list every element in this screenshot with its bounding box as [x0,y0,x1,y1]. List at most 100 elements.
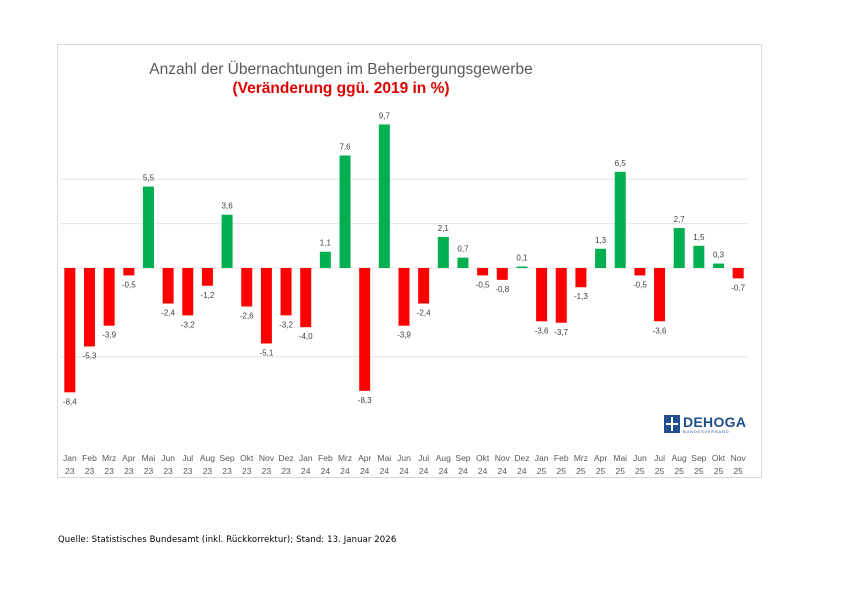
x-tick-year: 23 [85,466,95,476]
bar [713,263,725,268]
bar [437,236,449,268]
data-label: -3,6 [535,326,549,335]
x-tick-year: 24 [517,466,527,476]
data-label: -8,4 [63,397,77,406]
bar [398,268,410,326]
x-tick-month: Jun [633,453,647,463]
bar [260,268,272,344]
x-tick-year: 23 [183,466,193,476]
x-tick-month: Nov [259,453,275,463]
data-label: -3,2 [279,320,293,329]
data-label: 1,3 [595,236,607,245]
bar [162,268,174,304]
x-tick-year: 24 [478,466,488,476]
data-label: -3,2 [181,320,195,329]
x-tick-month: Okt [476,453,490,463]
x-tick-month: Sep [691,453,706,463]
bar [634,268,646,276]
data-label: -0,5 [633,280,647,289]
bar [693,245,705,268]
x-tick-year: 25 [615,466,625,476]
data-label: -5,1 [260,348,274,357]
x-tick-month: Dez [514,453,529,463]
bar [418,268,430,304]
x-tick-year: 25 [674,466,684,476]
data-label: 0,1 [516,254,528,263]
data-label: -0,5 [122,280,136,289]
x-tick-year: 25 [537,466,547,476]
bar [673,228,685,268]
data-label: 5,5 [143,174,155,183]
x-tick-month: Feb [82,453,97,463]
data-label: -3,9 [102,331,116,340]
x-tick-month: Jan [63,453,77,463]
x-tick-month: Mrz [338,453,352,463]
bar [83,268,95,347]
x-tick-year: 23 [242,466,252,476]
x-tick-year: 23 [222,466,232,476]
x-tick-month: Apr [358,453,371,463]
chart-subtitle: (Veränderung ggü. 2019 in %) [232,80,450,97]
bar [300,268,312,328]
data-label: 6,5 [615,159,627,168]
x-tick-year: 23 [144,466,154,476]
x-tick-month: Aug [436,453,451,463]
bar [496,268,508,280]
bar [123,268,135,276]
x-tick-year: 24 [360,466,370,476]
dehoga-logo: DEHOGA BUNDESVERBAND [664,414,746,434]
bar [201,268,213,286]
x-tick-month: Jul [182,453,193,463]
bar [614,171,626,268]
x-tick-year: 25 [576,466,586,476]
bar [654,268,666,322]
x-tick-month: Mrz [102,453,116,463]
x-tick-year: 23 [163,466,173,476]
data-label: -5,3 [83,351,97,360]
data-label: -3,7 [554,328,568,337]
data-label: -0,5 [476,280,490,289]
x-tick-year: 25 [557,466,567,476]
x-tick-year: 24 [340,466,350,476]
x-tick-month: Apr [122,453,135,463]
bar [103,268,115,326]
bar [595,248,607,268]
bar [378,124,390,268]
chart-title: Anzahl der Übernachtungen im Beherbergun… [149,61,533,78]
x-tick-month: Aug [672,453,687,463]
data-label: -2,4 [417,309,431,318]
x-tick-month: Jul [654,453,665,463]
bars [64,124,744,393]
x-tick-month: Dez [278,453,293,463]
logo-subname: BUNDESVERBAND [683,428,730,434]
bar [319,251,331,268]
x-tick-year: 24 [439,466,449,476]
data-label: -0,7 [731,283,745,292]
bar [477,268,489,276]
data-label: 3,6 [222,202,234,211]
x-tick-month: Apr [594,453,607,463]
x-axis-labels: Jan 23 Feb 23 Mrz 23 Apr 23 Mai 23 Jun 23 Jul 23 Aug 23… [63,453,747,476]
x-tick-year: 23 [65,466,75,476]
x-tick-year: 25 [596,466,606,476]
x-tick-year: 24 [458,466,468,476]
data-label: -1,2 [201,291,215,300]
bar [241,268,253,307]
x-tick-month: Nov [495,453,511,463]
x-tick-year: 25 [733,466,743,476]
x-tick-month: Jun [161,453,175,463]
x-tick-month: Sep [220,453,235,463]
x-tick-month: Jan [299,453,313,463]
x-tick-month: Mai [142,453,156,463]
data-label: -2,6 [240,311,254,320]
data-label: 0,7 [457,245,469,254]
logo-name: DEHOGA [683,413,747,430]
data-label: 2,1 [438,224,450,233]
data-labels: -8,4 -5,3 -3,9 -0,5 5,5 -2,4 -3,2 -1,2 3,6 -2,6 -5… [63,111,746,406]
x-tick-month: Mrz [574,453,588,463]
x-tick-month: Feb [554,453,569,463]
x-tick-month: Aug [200,453,215,463]
x-tick-month: Sep [455,453,470,463]
bar [536,268,548,322]
bar [182,268,194,316]
